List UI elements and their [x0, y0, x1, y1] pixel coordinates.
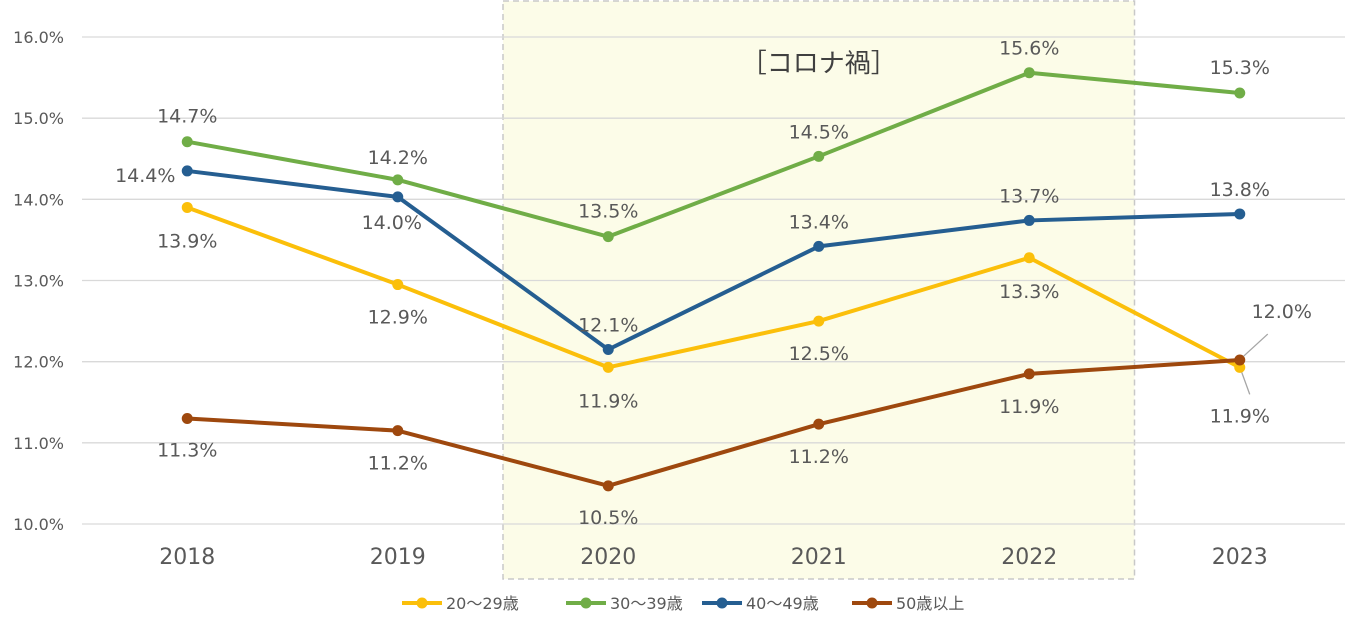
data-point	[392, 174, 404, 186]
y-tick-label: 16.0%	[13, 28, 64, 47]
data-point	[1023, 368, 1035, 380]
data-point	[1023, 67, 1035, 79]
data-point	[813, 150, 825, 162]
data-label: 12.9%	[368, 307, 428, 329]
y-tick-label: 15.0%	[13, 109, 64, 128]
data-label: 13.7%	[999, 185, 1059, 207]
data-label: 11.9%	[578, 390, 638, 412]
data-label: 11.2%	[368, 453, 428, 475]
data-labels: 13.9% 12.9% 11.9% 12.5% 13.3% 11.9% 14.7% 14.2%…	[115, 38, 1312, 529]
legend-marker	[866, 597, 878, 609]
data-label: 11.2%	[789, 446, 849, 468]
x-axis: 2018 2019 2020 2021 2022 2023	[159, 545, 1268, 570]
x-tick-label: 2023	[1212, 545, 1268, 570]
y-tick-label: 12.0%	[13, 353, 64, 372]
data-label: 14.4%	[115, 165, 175, 187]
data-point	[813, 418, 825, 430]
data-label: 14.0%	[362, 212, 422, 234]
data-point	[181, 165, 193, 177]
data-label: 15.3%	[1210, 57, 1270, 79]
data-point	[1234, 354, 1246, 366]
data-label: 15.6%	[999, 38, 1059, 60]
data-point	[602, 343, 614, 355]
data-label: 11.3%	[157, 439, 217, 461]
x-tick-label: 2021	[791, 545, 847, 570]
data-label: 13.8%	[1210, 179, 1270, 201]
data-point	[602, 361, 614, 373]
data-label: 13.3%	[999, 281, 1059, 303]
data-point	[813, 240, 825, 252]
data-point	[181, 136, 193, 148]
series-line	[185, 358, 1242, 488]
data-point	[181, 201, 193, 213]
data-label: 14.5%	[789, 121, 849, 143]
data-point	[392, 279, 404, 291]
x-tick-label: 2018	[159, 545, 215, 570]
series-line	[185, 168, 1242, 352]
legend-label: 40～49歳	[746, 594, 819, 613]
x-tick-label: 2019	[370, 545, 426, 570]
data-label: 11.9%	[1210, 405, 1270, 427]
y-tick-label: 10.0%	[13, 515, 64, 534]
data-point	[1023, 252, 1035, 264]
data-label: 13.9%	[157, 230, 217, 252]
data-label: 10.5%	[578, 507, 638, 529]
data-point	[602, 480, 614, 492]
data-point	[1023, 214, 1035, 226]
data-point	[1234, 208, 1246, 220]
y-tick-label: 13.0%	[13, 272, 64, 291]
data-point	[392, 191, 404, 203]
series-line	[185, 205, 1242, 370]
legend: 20～29歳 30～39歳 40～49歳 50歳以上	[402, 594, 964, 613]
data-label: 14.7%	[157, 106, 217, 128]
data-label: 11.9%	[999, 396, 1059, 418]
data-label: 12.1%	[578, 314, 638, 336]
x-tick-label: 2022	[1001, 545, 1057, 570]
data-label: 13.5%	[578, 201, 638, 223]
series-lines	[181, 67, 1246, 492]
legend-label: 20～29歳	[446, 594, 519, 613]
data-point	[602, 231, 614, 243]
leader-line	[1243, 333, 1269, 357]
y-tick-label: 14.0%	[13, 190, 64, 209]
data-label: 13.4%	[789, 211, 849, 233]
legend-marker	[716, 597, 728, 609]
y-tick-label: 11.0%	[13, 434, 64, 453]
data-label: 12.0%	[1252, 301, 1312, 323]
covid-period-label: ［コロナ禍］	[741, 49, 897, 79]
data-point	[1234, 87, 1246, 99]
series-line	[185, 70, 1242, 239]
leader-line	[1241, 372, 1251, 395]
y-axis: 10.0% 11.0% 12.0% 13.0% 14.0% 15.0% 16.0%	[13, 28, 64, 534]
data-point	[813, 315, 825, 327]
gridlines	[82, 36, 1345, 525]
data-point	[181, 412, 193, 424]
legend-label: 50歳以上	[896, 594, 964, 613]
data-label: 12.5%	[789, 343, 849, 365]
x-tick-label: 2020	[580, 545, 636, 570]
legend-label: 30～39歳	[610, 594, 683, 613]
data-point	[392, 425, 404, 437]
data-label: 14.2%	[368, 147, 428, 169]
legend-marker	[580, 597, 592, 609]
legend-marker	[416, 597, 428, 609]
